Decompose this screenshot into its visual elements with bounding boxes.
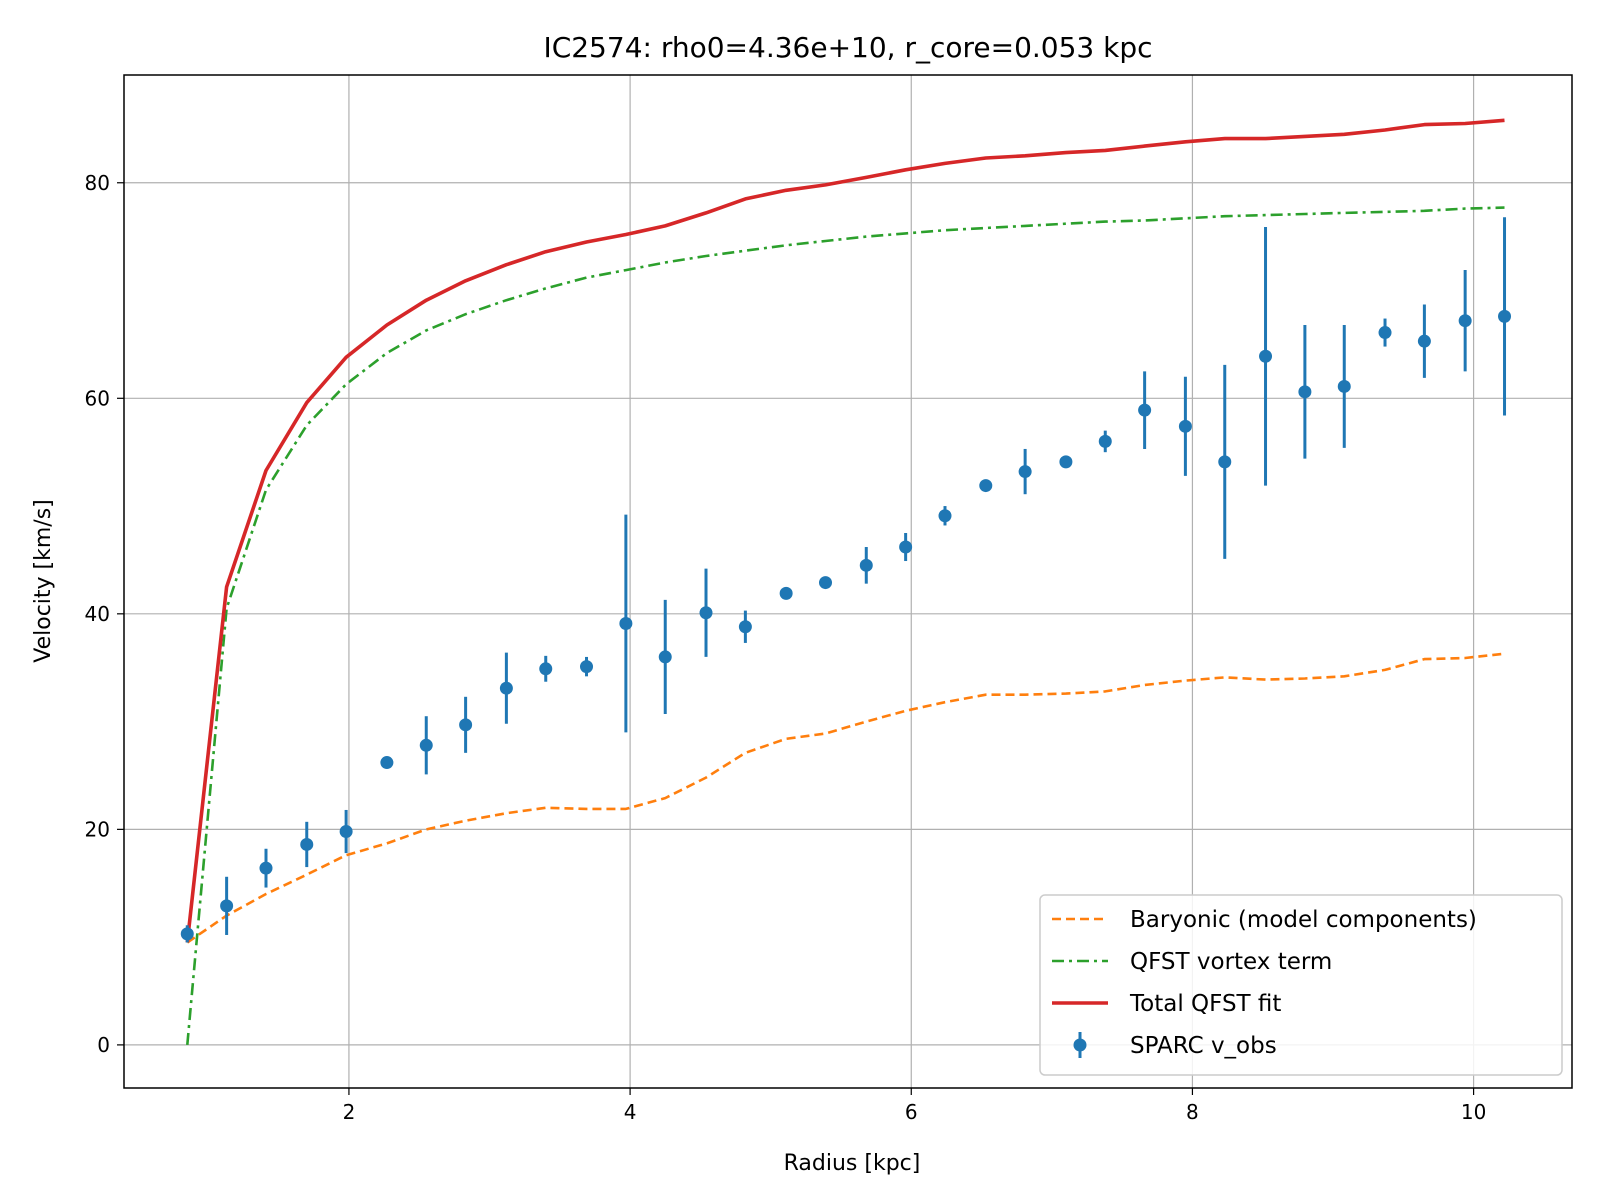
x-tick-label: 6	[905, 1100, 918, 1124]
data-point	[539, 662, 553, 676]
data-point	[1378, 326, 1392, 340]
y-axis-label: Velocity [km/s]	[31, 499, 56, 663]
series-line-3	[185, 118, 1505, 943]
x-tick-label: 8	[1186, 1100, 1199, 1124]
data-point	[899, 540, 913, 554]
data-point	[979, 479, 993, 493]
x-axis-label: Radius [kpc]	[784, 1151, 921, 1176]
data-point	[1417, 334, 1431, 348]
data-point	[1138, 403, 1152, 417]
data-point	[259, 861, 273, 875]
data-point	[459, 718, 473, 732]
chart-title: IC2574: rho0=4.36e+10, r_core=0.053 kpc	[543, 31, 1152, 64]
data-point	[779, 586, 793, 600]
data-point	[859, 558, 873, 572]
data-point	[220, 899, 234, 913]
data-point	[1178, 419, 1192, 433]
data-point	[819, 576, 833, 590]
y-tick-label: 0	[97, 1033, 110, 1057]
legend-box	[1039, 894, 1563, 1076]
plot-frame	[123, 74, 1573, 1089]
ticks: 2 4 6 8 10 0 20 40 60 80	[85, 171, 1487, 1124]
legend-label: SPARC v_obs	[1130, 1033, 1277, 1059]
grid	[124, 75, 1572, 1088]
data-point	[1298, 385, 1312, 399]
data-point	[300, 837, 314, 851]
data-point	[419, 738, 433, 752]
legend-label: Baryonic (model components)	[1130, 907, 1477, 933]
legend: Baryonic (model components) QFST vortex t…	[1039, 894, 1563, 1076]
data-point	[1498, 309, 1512, 323]
x-tick-label: 4	[624, 1100, 637, 1124]
data-point	[1259, 349, 1273, 363]
legend-label: Total QFST fit	[1129, 991, 1281, 1017]
data-point	[580, 660, 594, 674]
data-point	[1458, 314, 1472, 328]
legend-label: QFST vortex term	[1130, 949, 1332, 975]
data-point	[658, 650, 672, 664]
data-point	[938, 509, 952, 523]
data-point	[499, 681, 513, 695]
data-point	[619, 617, 633, 631]
y-tick-label: 20	[85, 817, 110, 841]
x-tick-label: 10	[1461, 1100, 1486, 1124]
data-point	[1059, 455, 1073, 469]
data-point	[1018, 465, 1032, 479]
plot-area	[180, 118, 1512, 1046]
data-point	[380, 756, 394, 770]
data-point	[180, 927, 194, 941]
data-point	[1098, 434, 1112, 448]
data-point	[1337, 379, 1351, 393]
data-point	[339, 825, 353, 839]
x-tick-label: 2	[343, 1100, 356, 1124]
data-point	[699, 606, 713, 620]
data-point	[1218, 455, 1232, 469]
y-tick-label: 40	[85, 602, 110, 626]
legend-swatch-marker	[1073, 1038, 1087, 1052]
series-line-1	[186, 652, 1505, 944]
data-point	[738, 620, 752, 634]
y-tick-label: 60	[85, 386, 110, 410]
y-tick-label: 80	[85, 171, 110, 195]
